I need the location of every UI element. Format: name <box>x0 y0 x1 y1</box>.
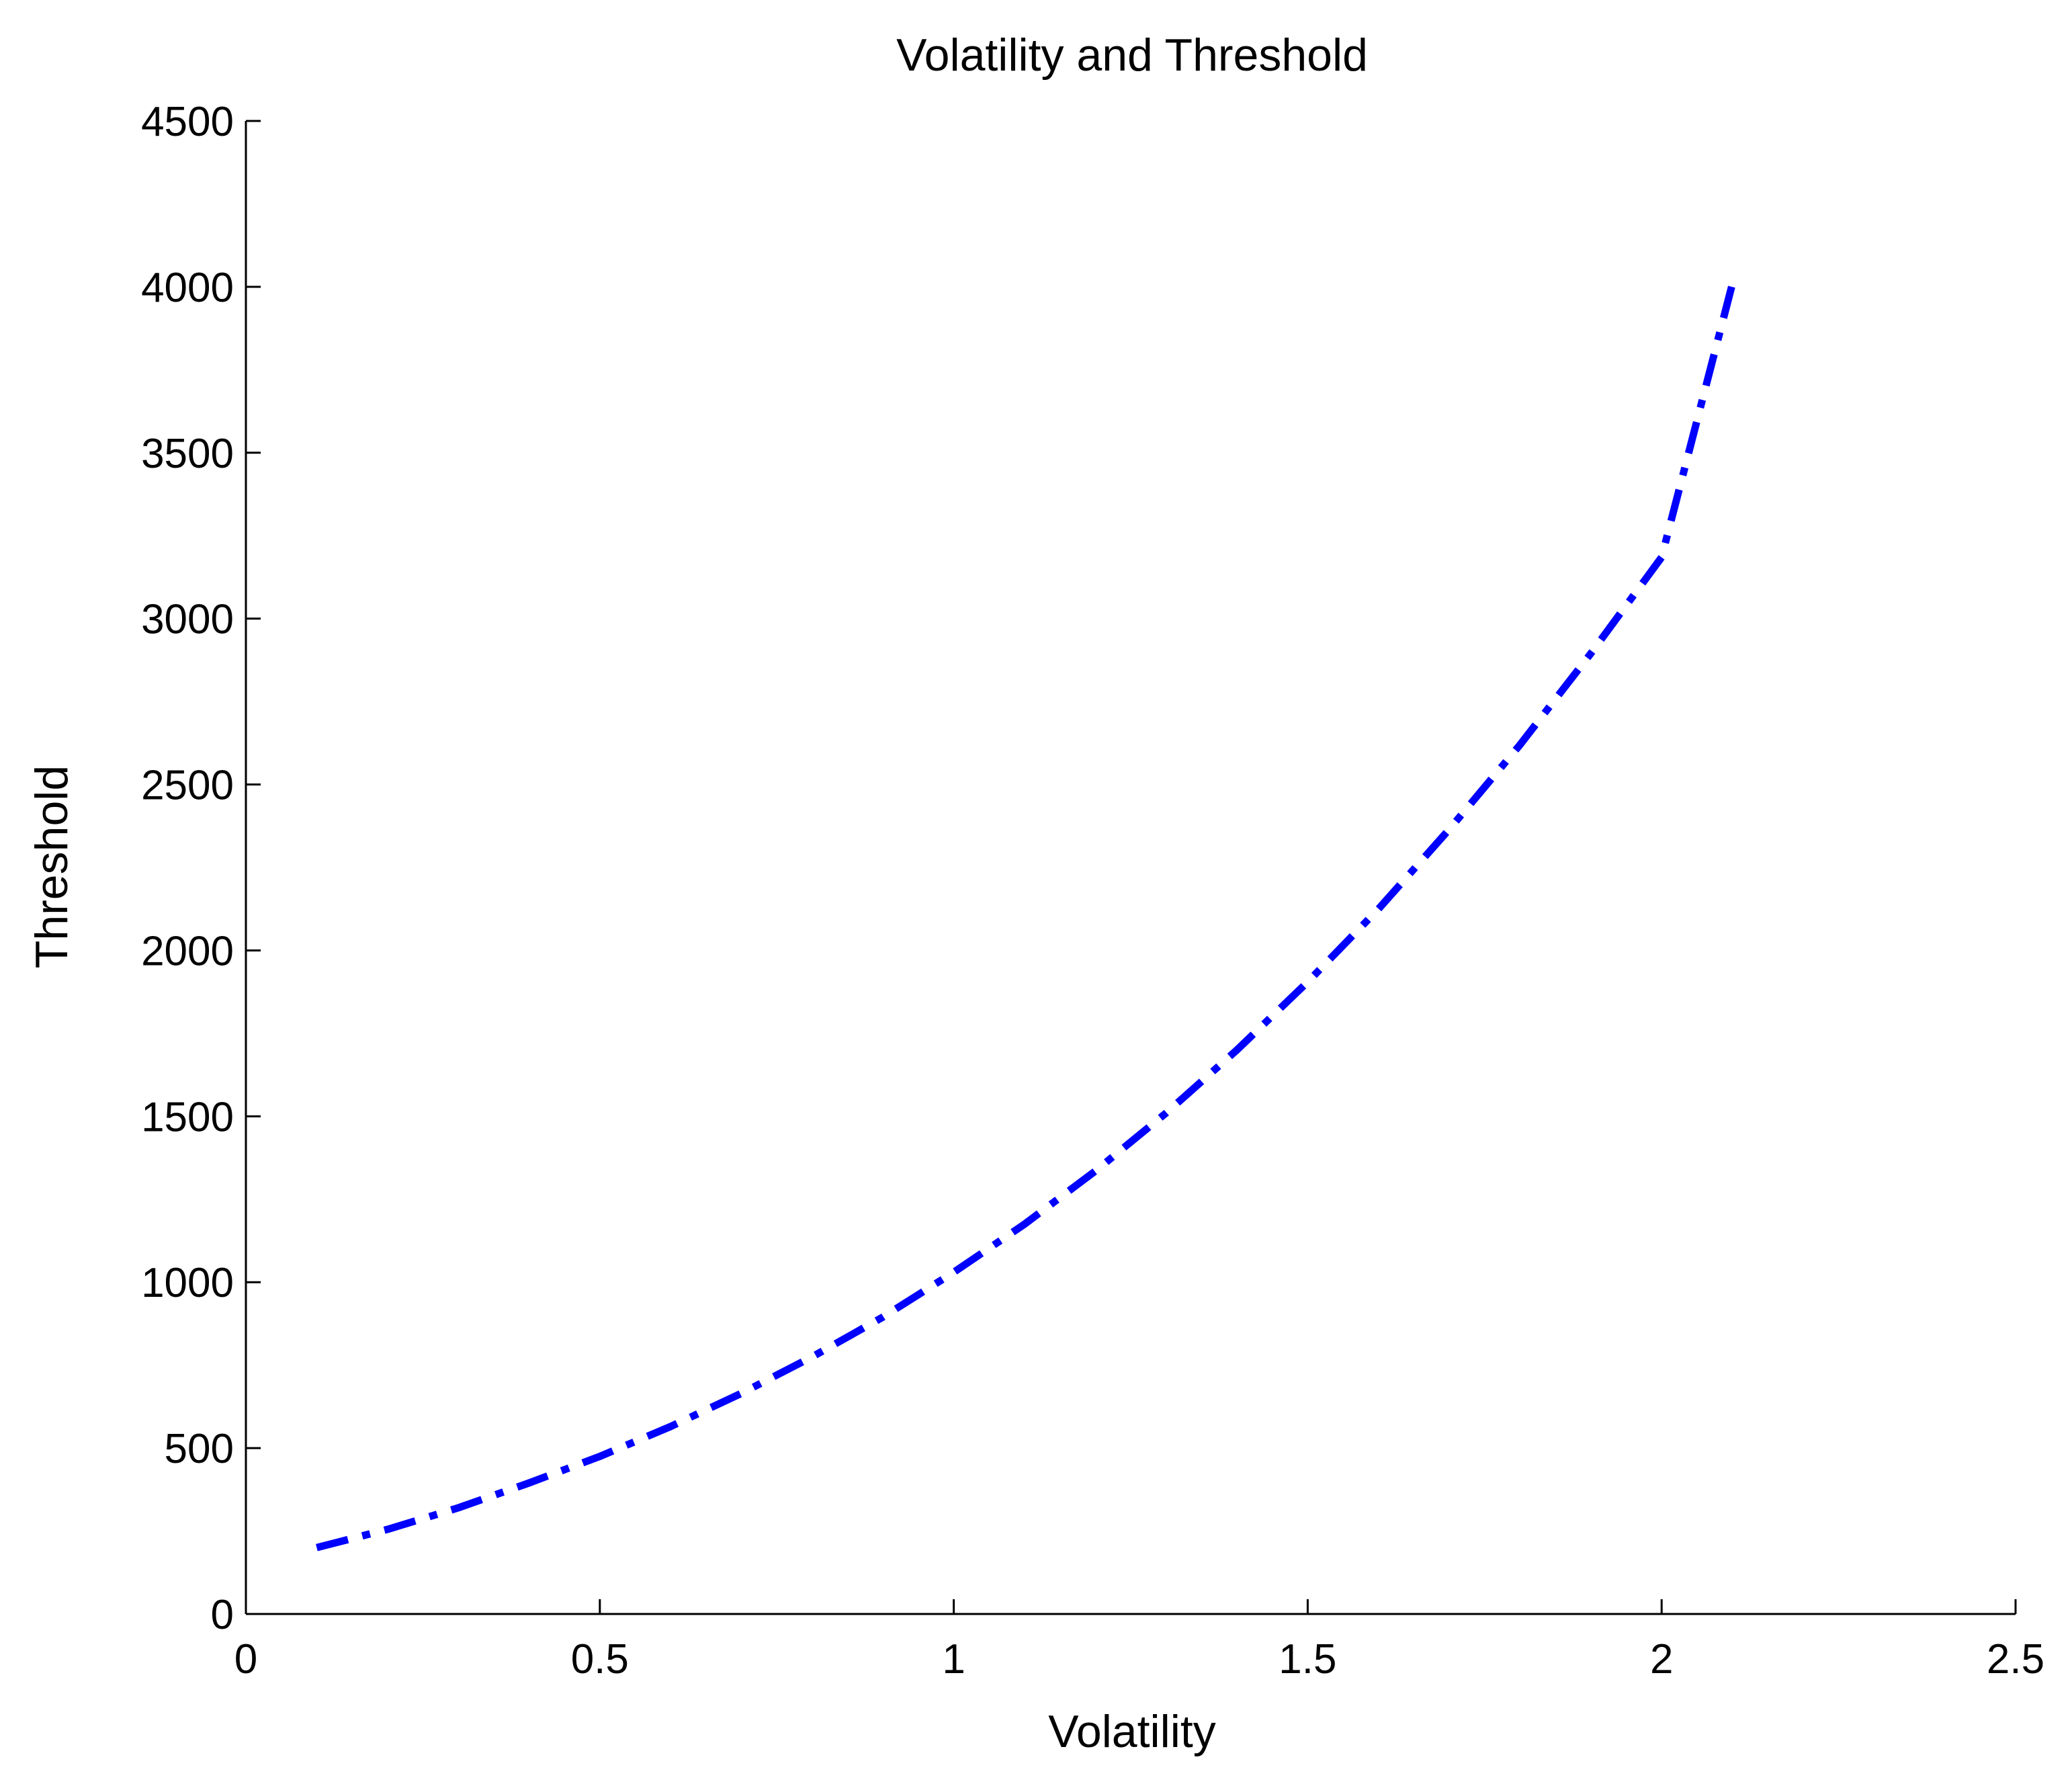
x-tick-label: 2.5 <box>1987 1636 2044 1683</box>
x-tick-label: 1 <box>942 1636 965 1683</box>
y-axis-title: Threshold <box>26 765 77 968</box>
x-tick-label: 1.5 <box>1279 1636 1336 1683</box>
y-axis-ticks: 0 500 1000 1500 2000 2500 3000 3500 4000 4500 <box>141 99 261 1638</box>
y-tick-label: 0 <box>211 1592 234 1638</box>
y-tick-label: 3500 <box>141 431 234 477</box>
x-axis-title: Volatility <box>1048 1706 1215 1757</box>
y-tick-label: 3000 <box>141 597 234 643</box>
x-tick-label: 0 <box>234 1636 257 1683</box>
y-tick-label: 4000 <box>141 265 234 311</box>
y-tick-label: 2000 <box>141 928 234 974</box>
y-tick-label: 500 <box>165 1426 234 1472</box>
x-tick-label: 0.5 <box>571 1636 629 1683</box>
series-line-0 <box>316 282 1736 1551</box>
x-tick-label: 2 <box>1650 1636 1673 1683</box>
y-tick-label: 1000 <box>141 1260 234 1306</box>
y-tick-label: 1500 <box>141 1094 234 1140</box>
y-tick-label: 2500 <box>141 763 234 809</box>
x-axis-ticks: 0 0.5 1 1.5 2 2.5 <box>234 1599 2044 1683</box>
chart-title: Volatility and Threshold <box>896 30 1368 81</box>
series-layer <box>316 282 1736 1551</box>
y-tick-label: 4500 <box>141 99 234 145</box>
